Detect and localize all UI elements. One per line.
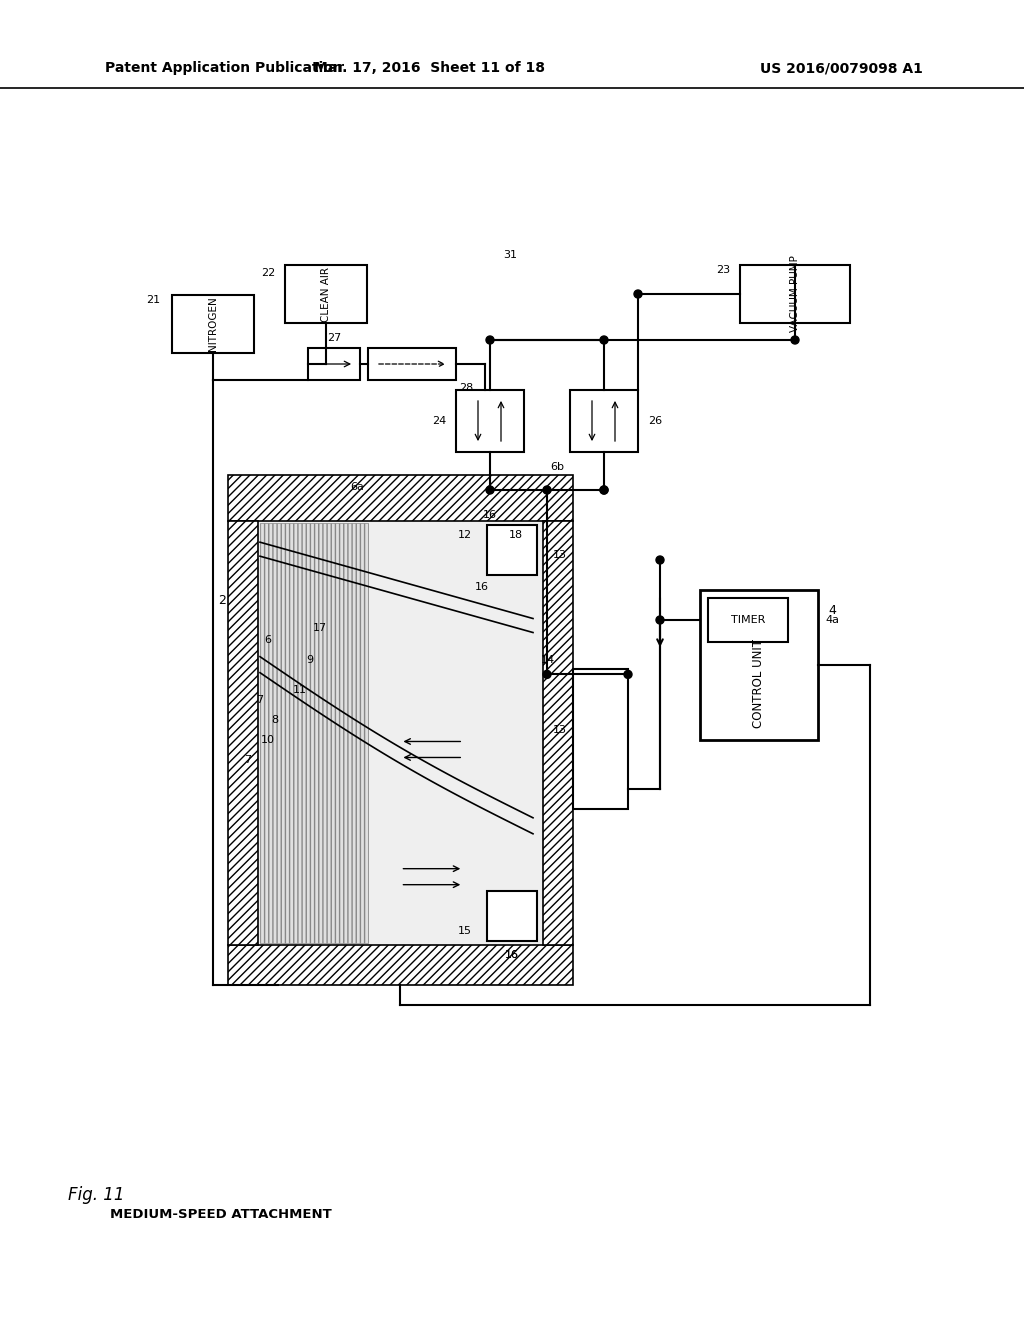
Text: 21: 21 xyxy=(145,294,160,305)
Bar xyxy=(285,265,367,323)
Circle shape xyxy=(543,486,551,494)
Text: NITROGEN: NITROGEN xyxy=(208,297,218,351)
Bar xyxy=(573,669,628,809)
Text: Patent Application Publication: Patent Application Publication xyxy=(105,61,343,75)
Text: 4a: 4a xyxy=(825,615,839,624)
Text: TIMER: TIMER xyxy=(731,615,765,624)
Text: MEDIUM-SPEED ATTACHMENT: MEDIUM-SPEED ATTACHMENT xyxy=(110,1209,332,1221)
Text: US 2016/0079098 A1: US 2016/0079098 A1 xyxy=(760,61,923,75)
Circle shape xyxy=(486,486,494,494)
Text: CLEAN AIR: CLEAN AIR xyxy=(321,267,331,322)
Text: 4: 4 xyxy=(828,603,836,616)
Text: 6: 6 xyxy=(264,635,271,645)
Text: 15: 15 xyxy=(458,927,472,936)
Bar xyxy=(740,265,850,323)
Text: 11: 11 xyxy=(293,685,307,696)
Bar xyxy=(700,590,818,741)
Bar xyxy=(228,521,258,945)
Bar xyxy=(487,525,537,576)
Text: 7: 7 xyxy=(245,755,252,766)
Text: VACUUM PUMP: VACUUM PUMP xyxy=(790,256,800,333)
Text: 6a: 6a xyxy=(350,482,364,492)
Text: Fig. 11: Fig. 11 xyxy=(68,1185,125,1204)
Bar xyxy=(228,945,573,985)
Text: 13: 13 xyxy=(553,725,567,735)
Bar xyxy=(172,294,254,352)
Text: 14: 14 xyxy=(541,655,555,665)
Text: 26: 26 xyxy=(648,416,663,426)
Text: 16: 16 xyxy=(475,582,489,591)
Text: 9: 9 xyxy=(306,655,313,665)
Text: 10: 10 xyxy=(261,735,275,744)
Text: 13: 13 xyxy=(553,550,567,560)
Circle shape xyxy=(791,337,799,345)
Text: 12: 12 xyxy=(458,531,472,540)
Text: 16: 16 xyxy=(505,950,519,960)
Text: 7: 7 xyxy=(256,696,263,705)
Text: 23: 23 xyxy=(716,265,730,275)
Text: 16: 16 xyxy=(483,510,497,520)
Circle shape xyxy=(543,671,551,678)
Text: 22: 22 xyxy=(261,268,275,279)
Circle shape xyxy=(656,556,664,564)
Text: 28: 28 xyxy=(459,383,473,393)
Circle shape xyxy=(600,486,608,494)
Bar xyxy=(570,389,638,451)
Text: 8: 8 xyxy=(271,715,279,725)
Circle shape xyxy=(600,486,608,494)
Text: 27: 27 xyxy=(327,333,341,343)
Circle shape xyxy=(624,671,632,678)
Text: 18: 18 xyxy=(509,531,523,540)
Bar xyxy=(308,348,360,380)
Text: 6b: 6b xyxy=(550,462,564,473)
Bar xyxy=(708,598,788,642)
Text: CONTROL UNIT: CONTROL UNIT xyxy=(753,639,766,727)
Bar xyxy=(456,389,524,451)
Text: 16: 16 xyxy=(505,950,519,960)
Text: 24: 24 xyxy=(432,416,446,426)
Bar xyxy=(228,475,573,521)
Bar xyxy=(487,891,537,941)
Text: 2: 2 xyxy=(218,594,226,606)
Circle shape xyxy=(656,616,664,624)
Bar xyxy=(368,348,456,380)
Bar xyxy=(543,521,573,945)
Bar xyxy=(258,521,543,945)
Circle shape xyxy=(634,290,642,298)
Circle shape xyxy=(600,337,608,345)
Bar xyxy=(260,523,368,942)
Text: 31: 31 xyxy=(503,249,517,260)
Text: Mar. 17, 2016  Sheet 11 of 18: Mar. 17, 2016 Sheet 11 of 18 xyxy=(314,61,546,75)
Text: 17: 17 xyxy=(313,623,327,634)
Circle shape xyxy=(486,337,494,345)
